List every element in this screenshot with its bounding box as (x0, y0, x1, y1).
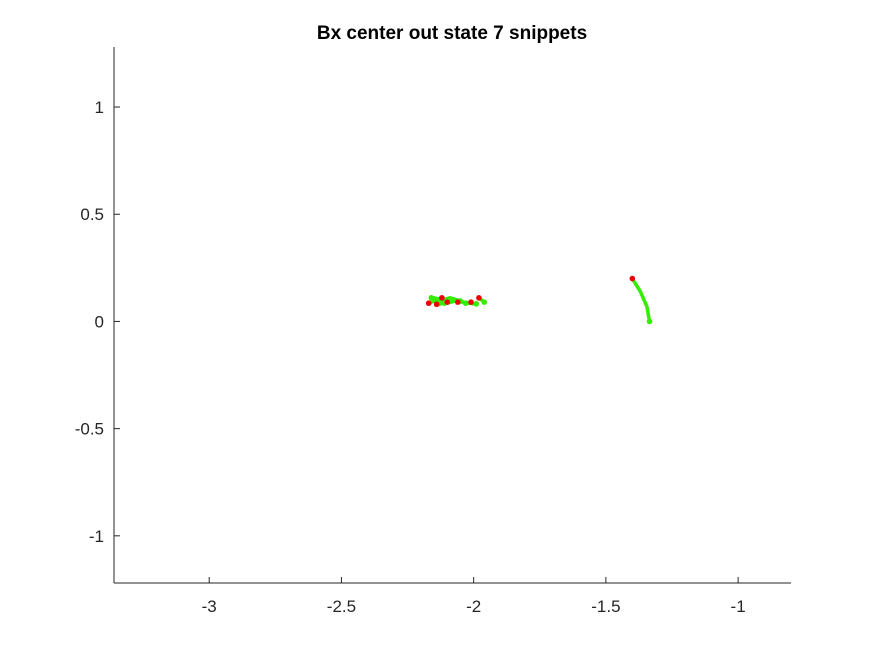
start-point-marker (629, 275, 636, 282)
start-point-marker (433, 301, 440, 308)
start-point-marker (425, 300, 432, 307)
x-tick-label: -1 (731, 597, 746, 616)
chart-title: Bx center out state 7 snippets (317, 23, 587, 44)
y-tick-label: -0.5 (75, 420, 104, 439)
x-tick-label: -1.5 (591, 597, 620, 616)
start-point-marker (454, 299, 461, 305)
y-tick-label: 0.5 (80, 205, 104, 224)
start-point-marker (468, 299, 474, 305)
y-tick-label: 1 (95, 98, 104, 117)
end-point-marker (428, 295, 435, 301)
y-tick-label: -1 (89, 527, 104, 546)
y-tick-label: 0 (95, 312, 104, 331)
x-tick-label: -3 (202, 597, 217, 616)
start-point-marker (439, 295, 445, 301)
axes: -3 -2.5 -2 -1.5 -1 -1 -0.5 0 0.5 1 (75, 47, 791, 616)
end-point-marker (646, 318, 653, 325)
start-point-marker (476, 295, 482, 301)
trajectory-line-6 (630, 276, 652, 324)
x-tick-label: -2 (466, 597, 481, 616)
end-point-marker (473, 301, 480, 307)
plot-area (425, 275, 653, 325)
end-point-marker (481, 299, 488, 305)
start-point-marker (444, 299, 451, 305)
x-tick-label: -2.5 (327, 597, 356, 616)
end-point-marker (462, 300, 469, 307)
